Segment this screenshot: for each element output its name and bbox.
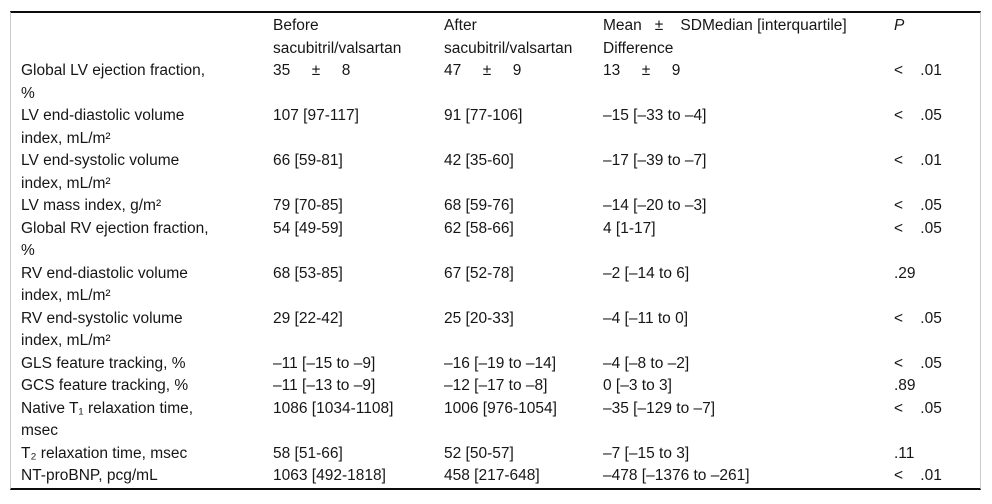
p-value-cell: .29 [894, 264, 916, 282]
label-cell: RV end-systolic volume index, mL/m² [21, 309, 183, 350]
table-row: LV mass index, g/m² 79 [70-85] 68 [59-76… [11, 195, 980, 218]
table-row: Global LV ejection fraction, % 35 ± 8 47… [11, 60, 980, 105]
difference-value-cell: –15 [–33 to –4] [603, 107, 707, 124]
label-cell: LV end-diastolic volume index, mL/m² [21, 107, 185, 147]
table-row: NT-proBNP, pcg/mL 1063 [492-1818] 458 [2… [11, 465, 980, 488]
p-value-cell: < .05 [894, 219, 942, 237]
table-row: GLS feature tracking, % –11 [–15 to –9] … [11, 353, 980, 376]
table-row: LV end-systolic volume index, mL/m² 66 [… [11, 150, 980, 195]
before-value-cell: 35 ± 8 [273, 62, 351, 79]
after-value-cell: 62 [58-66] [444, 219, 514, 237]
col-header-after: After sacubitril/valsartan [444, 17, 573, 57]
difference-value-cell: –14 [–20 to –3] [603, 197, 707, 214]
before-value-cell: 79 [70-85] [273, 197, 343, 214]
col-header-before: Before sacubitril/valsartan [273, 17, 402, 57]
after-value-cell: 25 [20-33] [444, 309, 514, 327]
after-value-cell: 47 ± 9 [444, 62, 522, 79]
label-cell: RV end-diastolic volume index, mL/m² [21, 264, 188, 305]
after-value-cell: 91 [77-106] [444, 107, 523, 124]
label-cell: T₂ relaxation time, msec [21, 444, 188, 462]
table-row: GCS feature tracking, % –11 [–13 to –9] … [11, 375, 980, 398]
col-header-label [11, 15, 273, 60]
difference-value-cell: 4 [1-17] [603, 219, 656, 237]
before-value-cell: 54 [49-59] [273, 219, 343, 237]
p-value-cell: < .01 [894, 152, 942, 169]
outcomes-table: Before sacubitril/valsartan After sacubi… [10, 11, 981, 490]
label-cell: NT-proBNP, pcg/mL [21, 467, 158, 484]
label-cell: GCS feature tracking, % [21, 377, 189, 394]
difference-value-cell: –478 [–1376 to –261] [603, 467, 750, 484]
label-cell: LV end-systolic volume index, mL/m² [21, 152, 180, 192]
after-value-cell: –16 [–19 to –14] [444, 354, 557, 372]
difference-value-cell: –4 [–11 to 0] [603, 309, 689, 327]
p-value-cell: .89 [894, 377, 916, 394]
before-value-cell: 29 [22-42] [273, 309, 343, 327]
difference-value-cell: –4 [–8 to –2] [603, 354, 690, 372]
table-row: T₂ relaxation time, msec 58 [51-66] 52 [… [11, 443, 980, 466]
table-header-row: Before sacubitril/valsartan After sacubi… [11, 15, 980, 60]
p-value-cell: < .05 [894, 107, 942, 124]
after-value-cell: 458 [217-648] [444, 467, 540, 484]
after-value-cell: –12 [–17 to –8] [444, 377, 548, 394]
p-value-cell: .11 [894, 444, 915, 462]
table-row: RV end-systolic volume index, mL/m² 29 [… [11, 308, 980, 353]
difference-value-cell: 13 ± 9 [603, 62, 681, 79]
after-value-cell: 1006 [976-1054] [444, 399, 557, 417]
p-value-cell: < .05 [894, 197, 942, 214]
label-cell: LV mass index, g/m² [21, 197, 162, 214]
before-value-cell: 1086 [1034-1108] [273, 399, 394, 417]
label-cell: Native T₁ relaxation time, msec [21, 399, 194, 440]
label-cell: GLS feature tracking, % [21, 354, 186, 372]
before-value-cell: 107 [97-117] [273, 107, 359, 124]
difference-value-cell: –35 [–129 to –7] [603, 399, 716, 417]
after-value-cell: 67 [52-78] [444, 264, 514, 282]
before-value-cell: 1063 [492-1818] [273, 467, 386, 484]
difference-value-cell: –7 [–15 to 3] [603, 444, 690, 462]
before-value-cell: –11 [–15 to –9] [273, 354, 376, 372]
table-row: LV end-diastolic volume index, mL/m² 107… [11, 105, 980, 150]
p-value-cell: < .01 [894, 62, 942, 79]
before-value-cell: 68 [53-85] [273, 264, 343, 282]
after-value-cell: 52 [50-57] [444, 444, 514, 462]
after-value-cell: 42 [35-60] [444, 152, 514, 169]
col-header-difference: Mean ± SDMedian [interquartile] Differen… [603, 17, 847, 57]
difference-value-cell: –17 [–39 to –7] [603, 152, 707, 169]
p-value-cell: < .05 [894, 309, 942, 327]
p-value-cell: < .01 [894, 467, 942, 484]
table-row: Global RV ejection fraction, % 54 [49-59… [11, 218, 980, 263]
p-value-cell: < .05 [894, 354, 942, 372]
table-row: Native T₁ relaxation time, msec 1086 [10… [11, 398, 980, 443]
difference-value-cell: –2 [–14 to 6] [603, 264, 690, 282]
label-cell: Global LV ejection fraction, % [21, 62, 206, 102]
before-value-cell: 66 [59-81] [273, 152, 343, 169]
before-value-cell: 58 [51-66] [273, 444, 343, 462]
label-cell: Global RV ejection fraction, % [21, 219, 209, 260]
p-value-cell: < .05 [894, 399, 942, 417]
col-header-p: P [894, 17, 905, 34]
table-row: RV end-diastolic volume index, mL/m² 68 … [11, 263, 980, 308]
before-value-cell: –11 [–13 to –9] [273, 377, 376, 394]
difference-value-cell: 0 [–3 to 3] [603, 377, 672, 394]
after-value-cell: 68 [59-76] [444, 197, 514, 214]
